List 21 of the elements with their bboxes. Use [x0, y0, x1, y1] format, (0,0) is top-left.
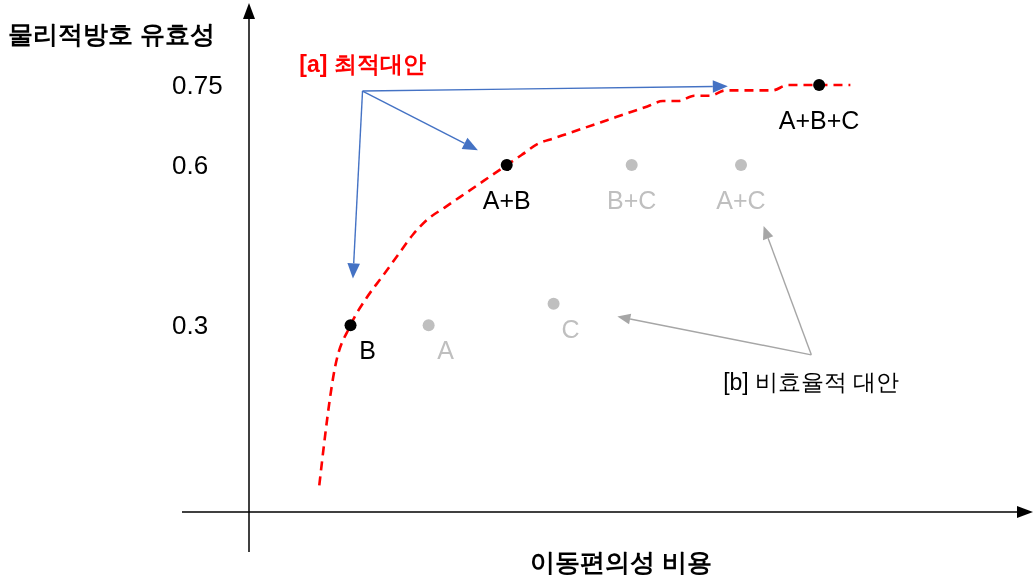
x-axis-title: 이동편의성 비용 [529, 548, 712, 576]
data-label: A+B [482, 186, 531, 215]
point [500, 159, 513, 172]
point [547, 297, 560, 310]
y-tick-label: 0.75 [172, 69, 223, 100]
point [625, 159, 638, 172]
y-axis-title: 물리적방호 유효성 [8, 20, 215, 48]
data-label: A [437, 336, 455, 365]
data-label: A+C [716, 186, 766, 215]
point [813, 79, 826, 92]
y-tick-label: 0.6 [172, 149, 209, 180]
point [735, 159, 748, 172]
data-label: B [359, 336, 376, 365]
annotation: [a] 최적대안 [299, 51, 426, 78]
y-tick-label: 0.3 [172, 310, 209, 341]
data-label: A+B+C [778, 106, 860, 135]
data-label: B+C [607, 186, 657, 215]
point [344, 319, 357, 332]
point [422, 319, 435, 332]
data-label: C [561, 314, 580, 343]
annotation: [b] 비효율적 대안 [723, 368, 900, 395]
